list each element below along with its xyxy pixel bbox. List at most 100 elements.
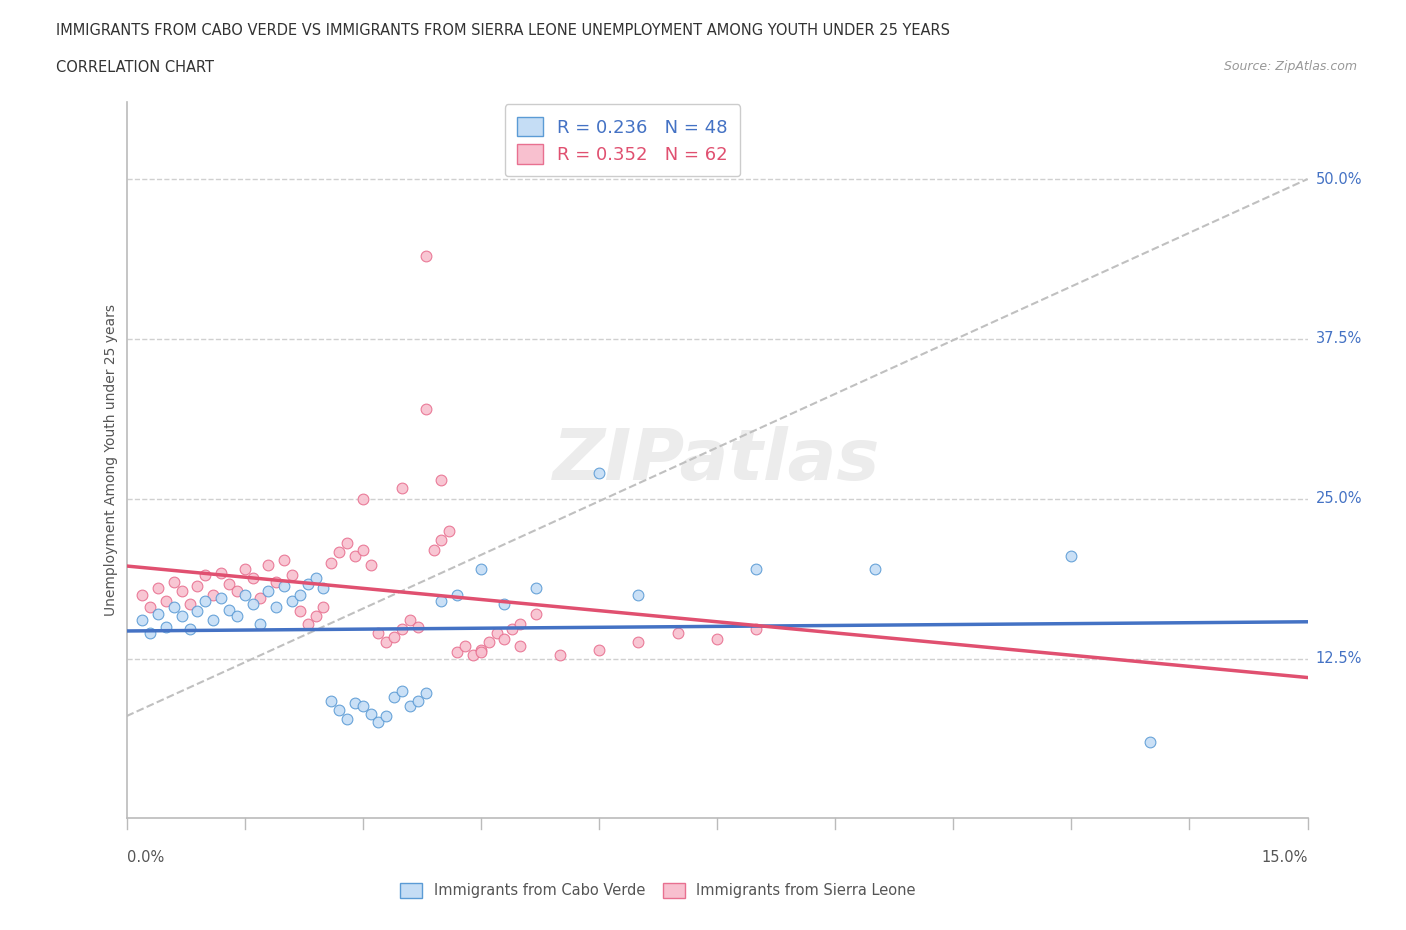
Point: [297, 617, 319, 631]
Point: [446, 587, 468, 602]
Point: [288, 604, 311, 618]
Point: [478, 634, 501, 649]
Point: [501, 622, 523, 637]
Point: [627, 587, 650, 602]
Point: [415, 248, 437, 263]
Text: IMMIGRANTS FROM CABO VERDE VS IMMIGRANTS FROM SIERRA LEONE UNEMPLOYMENT AMONG YO: IMMIGRANTS FROM CABO VERDE VS IMMIGRANTS…: [56, 23, 950, 38]
Point: [360, 558, 382, 573]
Point: [170, 583, 193, 598]
Point: [155, 619, 177, 634]
Point: [312, 600, 335, 615]
Point: [494, 632, 516, 647]
Point: [745, 622, 768, 637]
Point: [382, 630, 405, 644]
Point: [249, 591, 271, 606]
Point: [328, 545, 350, 560]
Point: [367, 626, 389, 641]
Point: [264, 600, 287, 615]
Point: [281, 593, 304, 608]
Point: [146, 606, 169, 621]
Point: [367, 715, 389, 730]
Point: [352, 491, 374, 506]
Point: [202, 613, 225, 628]
Point: [391, 622, 413, 637]
Point: [179, 622, 201, 637]
Point: [399, 698, 422, 713]
Point: [131, 613, 153, 628]
Text: 0.0%: 0.0%: [127, 850, 163, 866]
Point: [454, 638, 477, 653]
Point: [131, 587, 153, 602]
Point: [281, 568, 304, 583]
Point: [209, 565, 232, 580]
Point: [321, 555, 343, 570]
Point: [666, 626, 689, 641]
Point: [343, 696, 366, 711]
Point: [257, 583, 280, 598]
Point: [399, 613, 422, 628]
Point: [446, 644, 468, 659]
Legend: Immigrants from Cabo Verde, Immigrants from Sierra Leone: Immigrants from Cabo Verde, Immigrants f…: [395, 877, 921, 904]
Point: [470, 644, 492, 659]
Point: [461, 647, 484, 662]
Point: [406, 694, 429, 709]
Point: [186, 604, 208, 618]
Point: [588, 642, 610, 657]
Text: 15.0%: 15.0%: [1261, 850, 1308, 866]
Point: [343, 549, 366, 564]
Point: [225, 609, 247, 624]
Point: [273, 552, 295, 567]
Point: [548, 647, 571, 662]
Point: [186, 578, 208, 593]
Point: [524, 580, 547, 596]
Point: [304, 570, 326, 586]
Point: [155, 593, 177, 608]
Point: [415, 685, 437, 700]
Point: [439, 524, 461, 538]
Point: [170, 609, 193, 624]
Point: [352, 542, 374, 557]
Point: [328, 702, 350, 717]
Point: [470, 562, 492, 577]
Point: [745, 562, 768, 577]
Point: [163, 600, 186, 615]
Text: ZIPatlas: ZIPatlas: [554, 426, 880, 495]
Point: [509, 617, 531, 631]
Point: [139, 600, 162, 615]
Point: [218, 603, 240, 618]
Point: [485, 626, 508, 641]
Point: [249, 617, 271, 631]
Point: [863, 562, 886, 577]
Point: [218, 577, 240, 591]
Y-axis label: Unemployment Among Youth under 25 years: Unemployment Among Youth under 25 years: [104, 304, 118, 617]
Point: [375, 709, 398, 724]
Point: [225, 583, 247, 598]
Point: [336, 711, 359, 726]
Point: [430, 593, 453, 608]
Point: [422, 542, 444, 557]
Point: [391, 683, 413, 698]
Point: [1060, 549, 1083, 564]
Point: [1139, 735, 1161, 750]
Point: [494, 596, 516, 611]
Point: [146, 580, 169, 596]
Point: [257, 558, 280, 573]
Point: [242, 570, 264, 586]
Point: [179, 596, 201, 611]
Point: [360, 706, 382, 721]
Text: 37.5%: 37.5%: [1316, 331, 1361, 346]
Point: [194, 593, 217, 608]
Point: [524, 606, 547, 621]
Point: [233, 562, 256, 577]
Point: [415, 402, 437, 417]
Point: [288, 587, 311, 602]
Point: [304, 609, 326, 624]
Point: [139, 626, 162, 641]
Point: [336, 536, 359, 551]
Point: [273, 578, 295, 593]
Point: [202, 587, 225, 602]
Point: [391, 481, 413, 496]
Point: [382, 689, 405, 704]
Point: [163, 575, 186, 590]
Point: [509, 638, 531, 653]
